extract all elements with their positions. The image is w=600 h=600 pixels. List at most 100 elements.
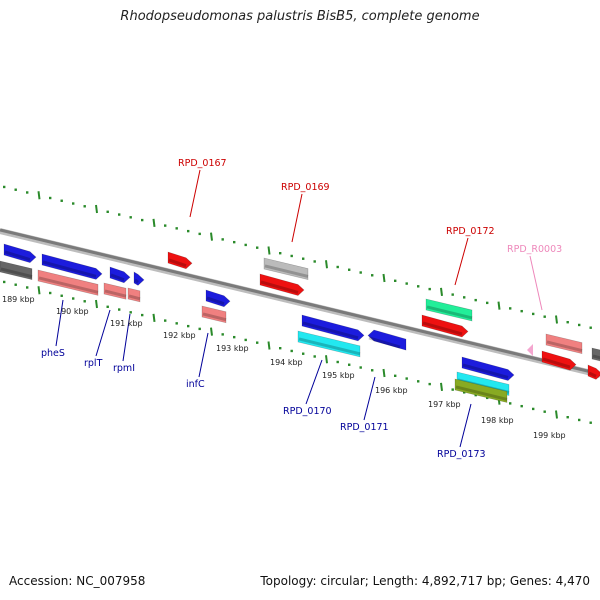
minor-tick <box>543 315 546 318</box>
minor-tick <box>417 380 420 383</box>
minor-tick <box>313 260 316 263</box>
gene-arrow <box>587 364 600 380</box>
minor-tick <box>566 321 569 324</box>
minor-tick <box>463 296 466 299</box>
minor-tick <box>83 205 86 208</box>
minor-tick <box>486 301 489 305</box>
minor-tick <box>233 240 236 244</box>
leader-line <box>198 332 209 378</box>
minor-tick <box>3 280 6 284</box>
gene-label: infC <box>186 379 205 390</box>
gene-shade <box>38 276 99 294</box>
leader-line <box>95 309 111 357</box>
minor-tick <box>256 246 259 249</box>
gene-labels: RPD_0167 RPD_0169 RPD_0172 RPD_R0003 pheS rpl… <box>41 158 562 460</box>
gene-shade <box>4 250 31 262</box>
label-leader-lines <box>55 169 543 448</box>
gene-label: RPD_0170 <box>283 406 332 417</box>
minor-tick <box>428 287 431 291</box>
scale-label: 197 kbp <box>428 400 461 409</box>
minor-tick <box>187 229 190 233</box>
gene-arrow <box>367 329 407 351</box>
minor-tick <box>14 188 17 191</box>
leader-line <box>363 376 376 421</box>
minor-tick <box>394 374 397 377</box>
minor-tick <box>566 416 569 419</box>
minor-tick <box>578 323 581 327</box>
gene-shade <box>302 321 359 340</box>
minor-tick <box>198 232 201 236</box>
minor-tick <box>371 274 374 277</box>
minor-tick <box>451 293 454 296</box>
major-tick <box>152 313 156 322</box>
gene-label: pheS <box>41 348 65 359</box>
gene-arrow <box>425 298 473 322</box>
gene-arrow <box>3 243 37 264</box>
gene-label: RPD_R0003 <box>507 244 562 255</box>
minor-tick <box>244 338 247 342</box>
minor-tick <box>198 327 201 331</box>
scale-labels: 189 kbp 190 kbp 191 kbp 192 kbp 193 kbp 194 k… <box>2 295 566 440</box>
minor-tick <box>417 285 420 288</box>
gene-arrow <box>454 378 508 403</box>
minor-tick <box>348 363 351 366</box>
major-tick <box>325 260 328 269</box>
gene-arrow <box>167 251 193 270</box>
minor-tick <box>474 393 477 397</box>
genome-backbone <box>0 228 600 378</box>
minor-tick <box>371 369 374 372</box>
gene-shade <box>422 321 463 336</box>
minor-tick <box>394 279 397 282</box>
gene-arrow <box>591 347 600 362</box>
scale-label: 195 kbp <box>322 371 355 380</box>
minor-tick <box>83 300 86 303</box>
scale-label: 192 kbp <box>163 331 196 340</box>
gene-label: RPD_0171 <box>340 422 389 433</box>
gene-shade <box>426 305 473 320</box>
accession-text: Accession: NC_007958 <box>9 574 146 588</box>
outer-tick-track <box>3 185 592 329</box>
minor-tick <box>106 210 109 213</box>
minor-tick <box>106 305 109 308</box>
gene-label: rplT <box>84 358 103 369</box>
gene-arrow <box>205 289 231 308</box>
gene-arrow <box>541 350 577 371</box>
gene-features <box>0 243 600 403</box>
gene-arrow <box>133 271 145 286</box>
minor-tick <box>187 324 190 328</box>
topology-text: Topology: circular; Length: 4,892,717 bp… <box>260 574 590 588</box>
major-tick <box>382 273 386 283</box>
gene-arrow <box>461 356 515 381</box>
leader-line <box>291 193 303 243</box>
gene-label: RPD_0173 <box>437 449 486 460</box>
minor-tick <box>348 268 351 271</box>
minor-tick <box>72 202 75 205</box>
gene-shade <box>368 336 401 349</box>
minor-tick <box>313 355 316 358</box>
minor-tick <box>49 196 52 200</box>
leader-line <box>305 359 323 405</box>
minor-tick <box>175 322 178 325</box>
gene-shade <box>588 371 597 378</box>
minor-tick <box>336 265 339 269</box>
gene-arrow <box>301 314 365 342</box>
gene-arrow <box>421 314 469 338</box>
major-tick <box>497 301 501 310</box>
scale-label: 196 kbp <box>375 386 408 395</box>
gene-label: RPD_0172 <box>446 226 495 237</box>
minor-tick <box>233 335 236 339</box>
minor-tick <box>118 213 121 216</box>
minor-tick <box>26 286 29 289</box>
minor-tick <box>290 349 293 353</box>
minor-tick <box>279 252 282 255</box>
minor-tick <box>532 407 535 411</box>
gene-arrow <box>41 253 103 280</box>
major-tick <box>37 286 41 295</box>
leader-line <box>529 255 543 311</box>
leader-line <box>454 237 469 286</box>
scale-label: 194 kbp <box>270 358 303 367</box>
gene-arrow <box>259 273 305 296</box>
minor-tick <box>474 298 477 302</box>
minor-tick <box>589 326 592 329</box>
minor-tick <box>72 297 75 300</box>
